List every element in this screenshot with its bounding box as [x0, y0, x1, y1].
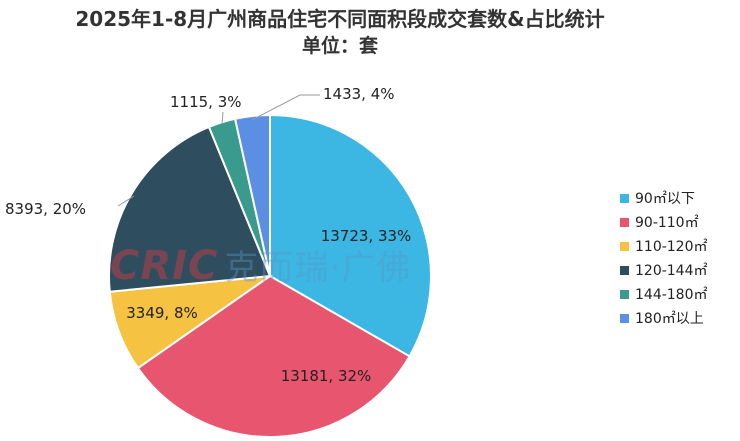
legend-label-4: 144-180㎡ [635, 287, 708, 303]
legend-item-5: 180㎡以上 [620, 306, 738, 330]
legend-item-3: 120-144㎡ [620, 258, 738, 282]
chart-subtitle: 单位：套 [301, 35, 378, 57]
data-label-0: 13723, 33% [321, 227, 412, 245]
legend-label-0: 90㎡以下 [635, 191, 695, 207]
legend-swatch-2 [620, 241, 629, 251]
legend-swatch-0 [620, 193, 629, 203]
legend-item-2: 110-120㎡ [620, 234, 738, 258]
legend-swatch-1 [620, 217, 629, 227]
data-label-2: 3349, 8% [126, 304, 198, 322]
data-label-4: 1115, 3% [170, 93, 242, 111]
legend-swatch-4 [620, 289, 629, 299]
data-label-5: 1433, 4% [323, 85, 395, 103]
pie-slice-0 [269, 113, 432, 358]
leader-line-5 [251, 94, 320, 121]
legend-item-4: 144-180㎡ [620, 282, 738, 306]
data-label-3: 8393, 20% [5, 200, 86, 218]
pie-slice-5 [233, 113, 271, 277]
legend-label-5: 180㎡以上 [635, 311, 704, 327]
pie-slice-1 [136, 274, 411, 438]
legend-item-0: 90㎡以下 [620, 186, 738, 210]
leader-line-3 [117, 195, 135, 207]
legend-swatch-5 [620, 313, 629, 323]
pie-slice-3 [108, 125, 272, 293]
legend-label-2: 110-120㎡ [635, 239, 708, 255]
data-label-1: 13181, 32% [281, 367, 372, 385]
legend-swatch-3 [620, 265, 629, 275]
chart-legend: 90㎡以下 90-110㎡ 110-120㎡ 120-144㎡ 144-180㎡ 180㎡… [620, 186, 738, 330]
legend-label-1: 90-110㎡ [635, 215, 699, 231]
chart-title: 2025年1-8月广州商品住宅不同面积段成交套数&占比统计 [75, 7, 605, 31]
legend-label-3: 120-144㎡ [635, 263, 708, 279]
legend-item-1: 90-110㎡ [620, 210, 738, 234]
leader-line-4 [221, 111, 224, 125]
